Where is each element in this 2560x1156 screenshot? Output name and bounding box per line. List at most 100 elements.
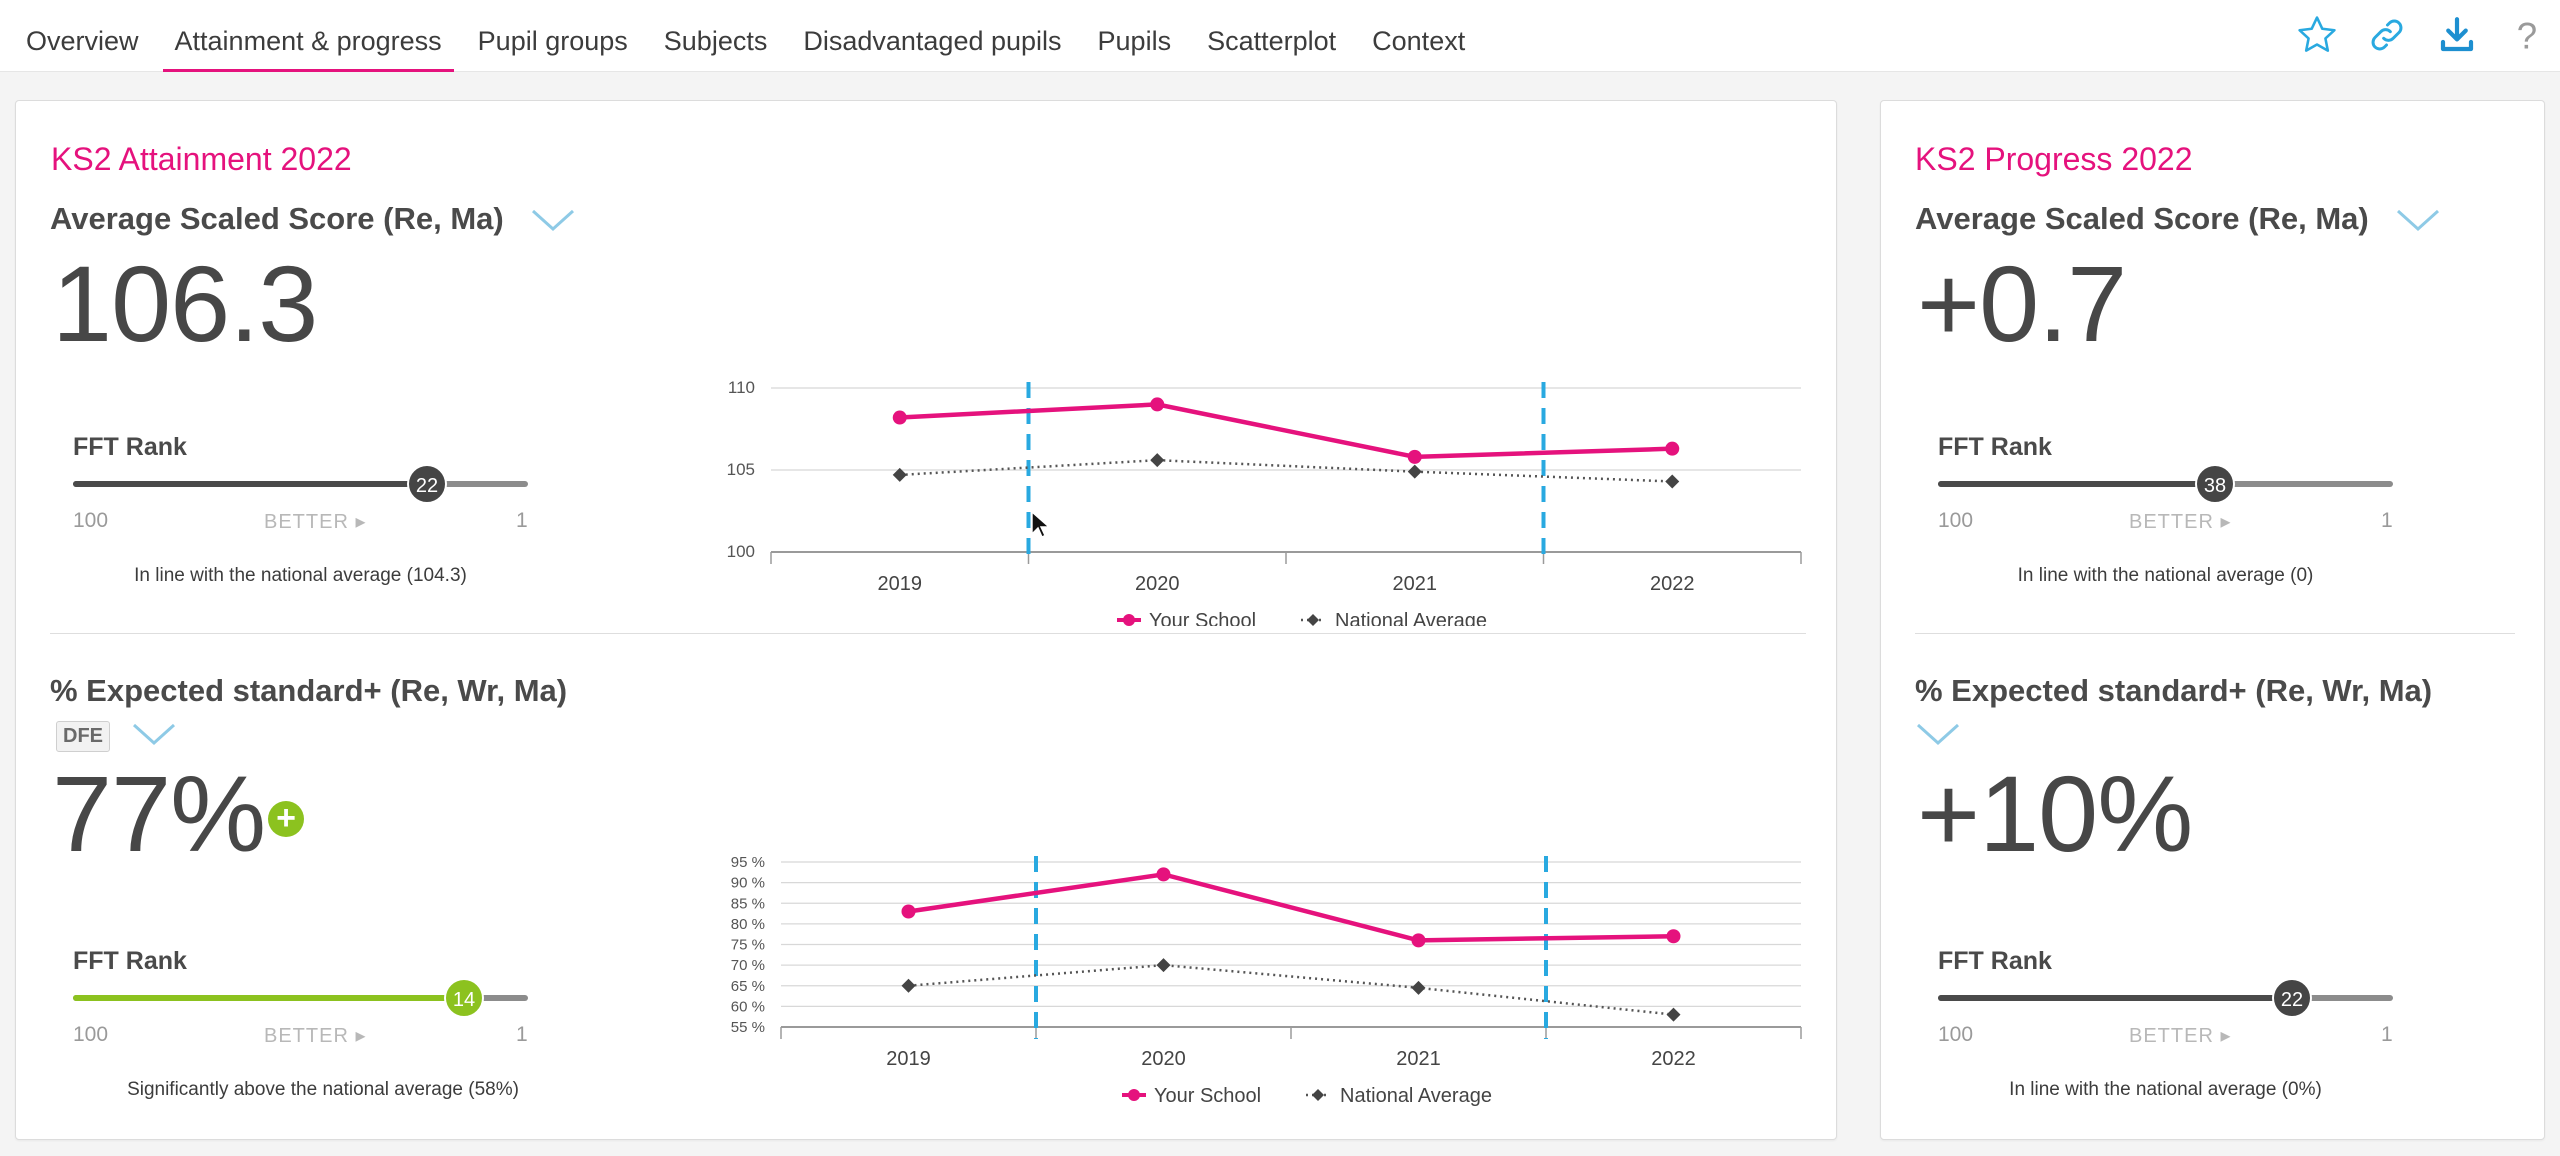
svg-text:?: ? <box>2517 15 2537 55</box>
metric-title: % Expected standard+ (Re, Wr, Ma) <box>50 673 568 708</box>
link-icon <box>2371 19 2403 51</box>
rank-knob: 38 <box>2195 464 2235 504</box>
y-tick-label: 60 % <box>731 998 765 1015</box>
card-title: KS2 Progress 2022 <box>1915 141 2193 177</box>
toolbar: ? <box>2294 12 2550 58</box>
metric-value: +0.7 <box>1917 243 2127 364</box>
x-tick-label: 2021 <box>1396 1048 1441 1070</box>
national-average-point <box>1150 453 1165 468</box>
tab-subjects[interactable]: Subjects <box>663 26 768 56</box>
your-school-point <box>1407 449 1422 464</box>
metric-value: 106.3 <box>52 243 318 364</box>
rank-scale-min: 100 <box>73 1023 109 1046</box>
national-average-point <box>1665 474 1680 489</box>
your-school-point <box>901 904 916 919</box>
better-text: BETTER <box>2129 511 2214 533</box>
chevron-down-icon[interactable] <box>1915 721 1961 747</box>
national-average-line <box>899 458 1673 483</box>
tab-context[interactable]: Context <box>1372 26 1466 56</box>
help-button[interactable]: ? <box>2504 12 2550 58</box>
rank-note: In line with the national average (0%) <box>2009 1079 2322 1100</box>
chevron-down-icon[interactable] <box>131 721 177 747</box>
metric-title: Average Scaled Score (Re, Ma) <box>1915 201 2369 236</box>
tab-scatterplot[interactable]: Scatterplot <box>1207 26 1337 56</box>
y-tick-label: 105 <box>727 460 755 479</box>
better-label: BETTER ▸ <box>264 1023 367 1048</box>
top-navigation: Overview Attainment & progress Pupil gro… <box>0 0 2560 72</box>
your-school-point <box>1665 441 1680 456</box>
better-label: BETTER ▸ <box>2129 509 2232 534</box>
x-tick-label: 2019 <box>886 1048 931 1070</box>
download-icon <box>2440 17 2474 52</box>
your-school-line <box>899 402 1673 460</box>
your-school-line <box>908 872 1674 943</box>
attainment-card: KS2 Attainment 2022 Average Scaled Score… <box>15 100 1837 1140</box>
tab-attainment-progress[interactable]: Attainment & progress <box>162 0 454 72</box>
rank-track-fill <box>73 995 479 1001</box>
x-tick-label: 2020 <box>1135 573 1180 595</box>
tab-pupil-groups[interactable]: Pupil groups <box>477 26 628 56</box>
national-average-point <box>892 467 907 482</box>
tab-disadvantaged-pupils[interactable]: Disadvantaged pupils <box>803 26 1062 56</box>
y-tick-label: 100 <box>727 542 755 561</box>
rank-scale-max: 1 <box>516 509 528 532</box>
play-arrow-icon: ▸ <box>2220 1025 2232 1047</box>
y-tick-label: 90 % <box>731 875 765 892</box>
rank-label: FFT Rank <box>1938 433 2052 461</box>
y-tick-label: 75 % <box>731 937 765 954</box>
legend-your-school-label: Your School <box>1154 1085 1261 1106</box>
y-tick-label: 95 % <box>731 854 765 871</box>
legend-your-school-marker <box>1123 614 1135 626</box>
y-tick-label: 110 <box>728 378 755 397</box>
metric-value: +10% <box>1917 753 2193 874</box>
rank-note: In line with the national average (104.3… <box>134 565 467 586</box>
help-icon: ? <box>2517 15 2537 55</box>
better-text: BETTER <box>2129 1025 2214 1047</box>
rank-label: FFT Rank <box>73 433 187 461</box>
your-school-point <box>892 410 907 425</box>
rank-scale-min: 100 <box>1938 1023 1974 1046</box>
your-school-point <box>1156 867 1171 882</box>
dfe-badge: DFE <box>56 721 110 752</box>
legend-national-marker <box>1307 614 1319 626</box>
tab-pupils[interactable]: Pupils <box>1097 26 1172 56</box>
x-tick-label: 2020 <box>1141 1048 1186 1070</box>
chevron-down-icon[interactable] <box>2395 207 2441 233</box>
share-link-button[interactable] <box>2364 12 2410 58</box>
x-tick-label: 2019 <box>878 573 923 595</box>
rank-knob: 22 <box>2272 978 2312 1018</box>
chevron-down-icon[interactable] <box>530 207 576 233</box>
your-school-point <box>1150 397 1165 412</box>
legend-your-school-label: Your School <box>1149 610 1256 626</box>
play-arrow-icon: ▸ <box>355 511 367 533</box>
rank-scale-min: 100 <box>1938 509 1974 532</box>
rank-scale-max: 1 <box>516 1023 528 1046</box>
national-average-point <box>1666 1007 1681 1022</box>
favourite-button[interactable] <box>2294 12 2340 58</box>
better-text: BETTER <box>264 1025 349 1047</box>
download-button[interactable] <box>2434 12 2480 58</box>
legend-national-label: National Average <box>1335 610 1487 626</box>
rank-track-fill <box>1938 481 2230 487</box>
significance-plus-icon: + <box>268 801 304 837</box>
rank-label: FFT Rank <box>73 947 187 975</box>
better-label: BETTER ▸ <box>264 509 367 534</box>
better-label: BETTER ▸ <box>2129 1023 2232 1048</box>
tab-overview[interactable]: Overview <box>26 26 139 56</box>
your-school-point <box>1666 929 1681 944</box>
star-icon <box>2298 16 2336 52</box>
legend-national-label: National Average <box>1340 1085 1492 1106</box>
section-divider <box>50 633 1806 634</box>
rank-track-fill <box>73 481 442 487</box>
progress-card: KS2 Progress 2022 Average Scaled Score (… <box>1880 100 2545 1140</box>
y-tick-label: 85 % <box>731 895 765 912</box>
y-tick-label: 70 % <box>731 957 765 974</box>
attainment-score-chart: 100 105 110 2019 2020 2021 2022 Your School Nati… <box>727 378 1802 626</box>
mouse-cursor-icon <box>1031 510 1051 538</box>
national-average-point <box>1156 958 1171 973</box>
rank-note: In line with the national average (0) <box>2017 565 2314 586</box>
metric-title: % Expected standard+ (Re, Wr, Ma) <box>1915 673 2433 708</box>
play-arrow-icon: ▸ <box>2220 511 2232 533</box>
rank-track-fill <box>1938 995 2307 1001</box>
x-tick-label: 2021 <box>1393 573 1438 595</box>
